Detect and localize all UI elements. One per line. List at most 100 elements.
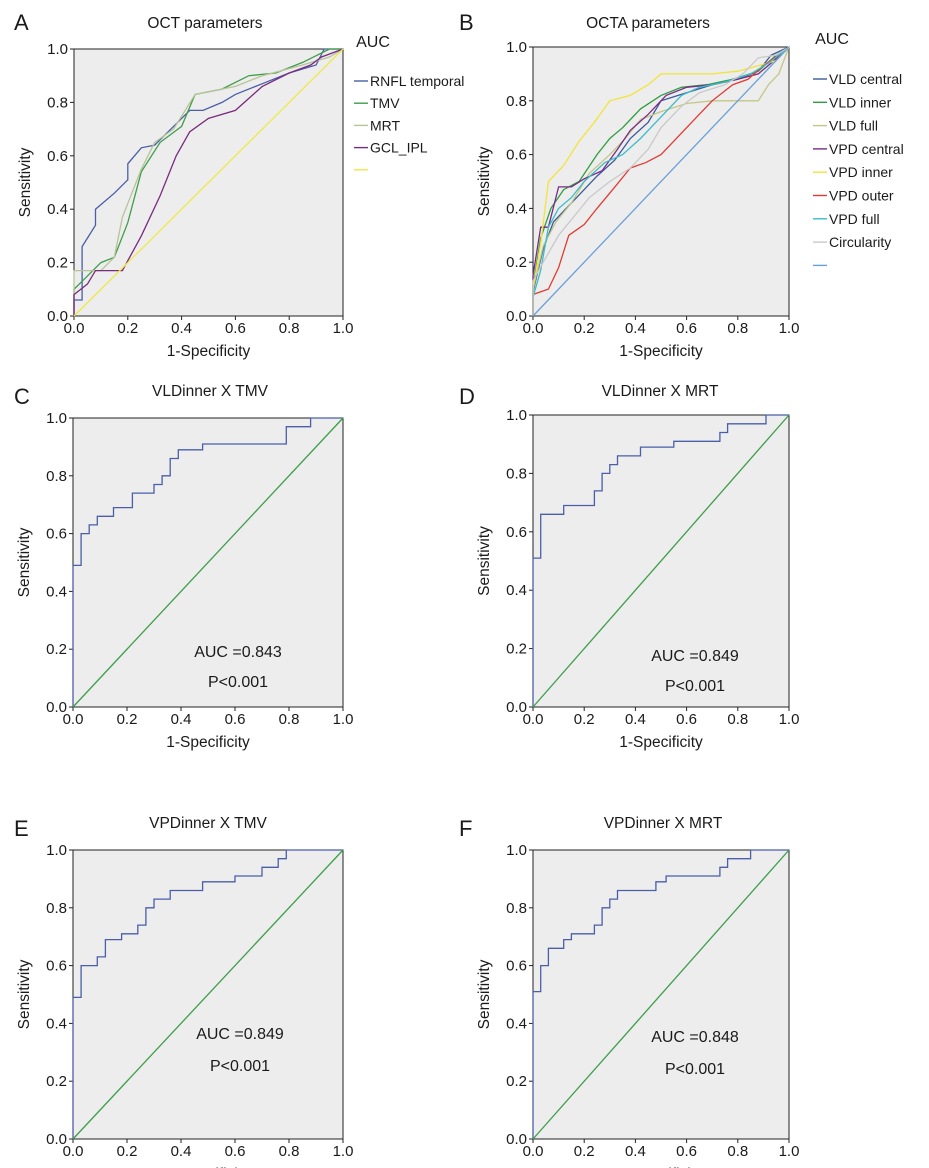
p-value-annotation: P<0.001 <box>210 1058 270 1075</box>
legend-label: MRT <box>370 117 401 133</box>
y-tick-label: 0.6 <box>506 147 527 164</box>
x-tick-label: 0.0 <box>64 320 85 337</box>
y-tick-label: 0.6 <box>506 958 527 975</box>
y-tick-label: 0.6 <box>46 958 67 975</box>
p-value-annotation: P<0.001 <box>665 678 725 695</box>
chart-title: VPDinner X MRT <box>604 815 723 832</box>
x-tick-label: 0.8 <box>279 1143 300 1160</box>
x-tick-label: 0.8 <box>727 320 748 337</box>
series-line-vld-central <box>532 46 790 316</box>
series-line-vpd-outer <box>532 46 790 316</box>
x-tick-label: 1.0 <box>333 320 354 337</box>
legend-label: TMV <box>370 95 400 111</box>
chart-panel-f: F VPDinner X MRT 0.0 0.2 0.4 0.6 0.8 1.0 0.0 0.2 0… <box>459 815 799 1168</box>
y-tick-label: 0.6 <box>46 526 67 543</box>
y-tick-label: 0.8 <box>47 94 68 111</box>
x-tick-label: 0.0 <box>523 1143 544 1160</box>
x-axis-label: 1-Specificity <box>166 1166 250 1168</box>
series-line-vpd-inner <box>532 46 790 316</box>
panel-letter: B <box>459 10 474 35</box>
series-line-rnfl-temporal <box>73 48 343 316</box>
y-tick-label: 0.4 <box>506 582 527 599</box>
x-tick-label: 0.2 <box>574 711 595 728</box>
panel-letter: F <box>459 816 472 841</box>
y-tick-label: 0.8 <box>46 900 67 917</box>
y-tick-label: 0.0 <box>46 1131 67 1148</box>
x-tick-label: 0.2 <box>117 1143 138 1160</box>
legend-label: RNFL temporal <box>370 73 464 89</box>
x-tick-label: 0.8 <box>279 320 300 337</box>
x-tick-label: 0.6 <box>225 1143 246 1160</box>
x-tick-label: 0.8 <box>727 1143 748 1160</box>
x-tick-label: 0.6 <box>676 320 697 337</box>
legend-label: GCL_IPL <box>370 140 428 156</box>
x-tick-label: 1.0 <box>779 711 800 728</box>
x-tick-label: 0.4 <box>625 320 646 337</box>
legend-label: VLD full <box>829 118 878 134</box>
legend-label: VLD inner <box>829 94 892 110</box>
series-line-mrt <box>73 48 344 316</box>
x-tick-label: 0.4 <box>625 711 646 728</box>
chart-panel-b: B OCTA parameters 0.0 0.2 0.4 0.6 0.8 1.0 0.0 0.2… <box>459 10 904 360</box>
auc-annotation: AUC =0.849 <box>651 648 739 665</box>
reference-line <box>72 417 343 707</box>
y-tick-label: 1.0 <box>47 41 68 58</box>
x-axis-label: 1-Specificity <box>166 734 250 751</box>
y-axis-label: Sensitivity <box>476 146 493 216</box>
series-line-circularity <box>532 46 790 316</box>
x-tick-label: 0.2 <box>117 711 138 728</box>
y-tick-label: 0.8 <box>506 93 527 110</box>
auc-annotation: AUC =0.849 <box>196 1026 284 1043</box>
y-tick-label: 0.0 <box>506 308 527 325</box>
x-tick-label: 0.8 <box>279 711 300 728</box>
legend-title: AUC <box>815 31 849 48</box>
reference-line <box>72 849 343 1139</box>
x-tick-label: 0.2 <box>117 320 138 337</box>
panel-letter: D <box>459 384 475 409</box>
y-tick-label: 0.4 <box>506 200 527 217</box>
x-tick-label: 0.0 <box>523 320 544 337</box>
y-tick-label: 0.4 <box>46 583 67 600</box>
y-tick-label: 0.2 <box>46 641 67 658</box>
y-tick-label: 0.4 <box>506 1015 527 1032</box>
chart-title: OCT parameters <box>147 15 262 32</box>
y-axis-label: Sensitivity <box>476 526 493 596</box>
x-tick-label: 0.6 <box>225 711 246 728</box>
x-tick-label: 0.0 <box>63 1143 84 1160</box>
y-tick-label: 0.8 <box>506 465 527 482</box>
x-tick-label: 0.6 <box>676 711 697 728</box>
x-tick-label: 1.0 <box>333 711 354 728</box>
x-tick-label: 0.8 <box>727 711 748 728</box>
chart-panel-c: C VLDinner X TMV 0.0 0.2 0.4 0.6 0.8 1.0 0.0 0.2 0… <box>14 383 353 751</box>
auc-annotation: AUC =0.848 <box>651 1029 739 1046</box>
series-line-tmv <box>73 48 343 316</box>
y-tick-label: 0.4 <box>46 1015 67 1032</box>
y-tick-label: 0.6 <box>47 148 68 165</box>
legend-label: VPD central <box>829 141 904 157</box>
legend: AUC RNFL temporal TMV MRT GCL_IPL <box>354 34 464 171</box>
p-value-annotation: P<0.001 <box>665 1061 725 1078</box>
chart-title: VLDinner X TMV <box>152 383 269 400</box>
legend-title: AUC <box>356 34 390 51</box>
chart-panel-a: A OCT parameters 0.0 0.2 0.4 0.6 0.8 1.0 0.0 0.2 0… <box>14 10 464 360</box>
x-tick-label: 0.4 <box>171 320 192 337</box>
x-tick-label: 1.0 <box>333 1143 354 1160</box>
legend: AUC VLD central VLD inner VLD full VPD centr… <box>813 31 904 267</box>
p-value-annotation: P<0.001 <box>208 674 268 691</box>
reference-line <box>532 849 790 1140</box>
y-tick-label: 1.0 <box>506 39 527 56</box>
chart-panel-e: E VPDinner X TMV 0.0 0.2 0.4 0.6 0.8 1.0 0.0 0.2 0… <box>14 815 353 1168</box>
y-tick-label: 0.8 <box>506 900 527 917</box>
y-tick-label: 0.0 <box>46 699 67 716</box>
legend-label: VPD outer <box>829 188 894 204</box>
y-tick-label: 0.4 <box>47 201 68 218</box>
y-tick-label: 0.8 <box>46 468 67 485</box>
reference-line <box>72 417 344 708</box>
y-tick-label: 0.2 <box>506 254 527 271</box>
x-tick-label: 0.4 <box>171 711 192 728</box>
x-tick-label: 0.6 <box>225 320 246 337</box>
series-line-vpd-central <box>532 46 790 316</box>
y-axis-label: Sensitivity <box>16 959 33 1029</box>
y-tick-label: 1.0 <box>506 407 527 424</box>
